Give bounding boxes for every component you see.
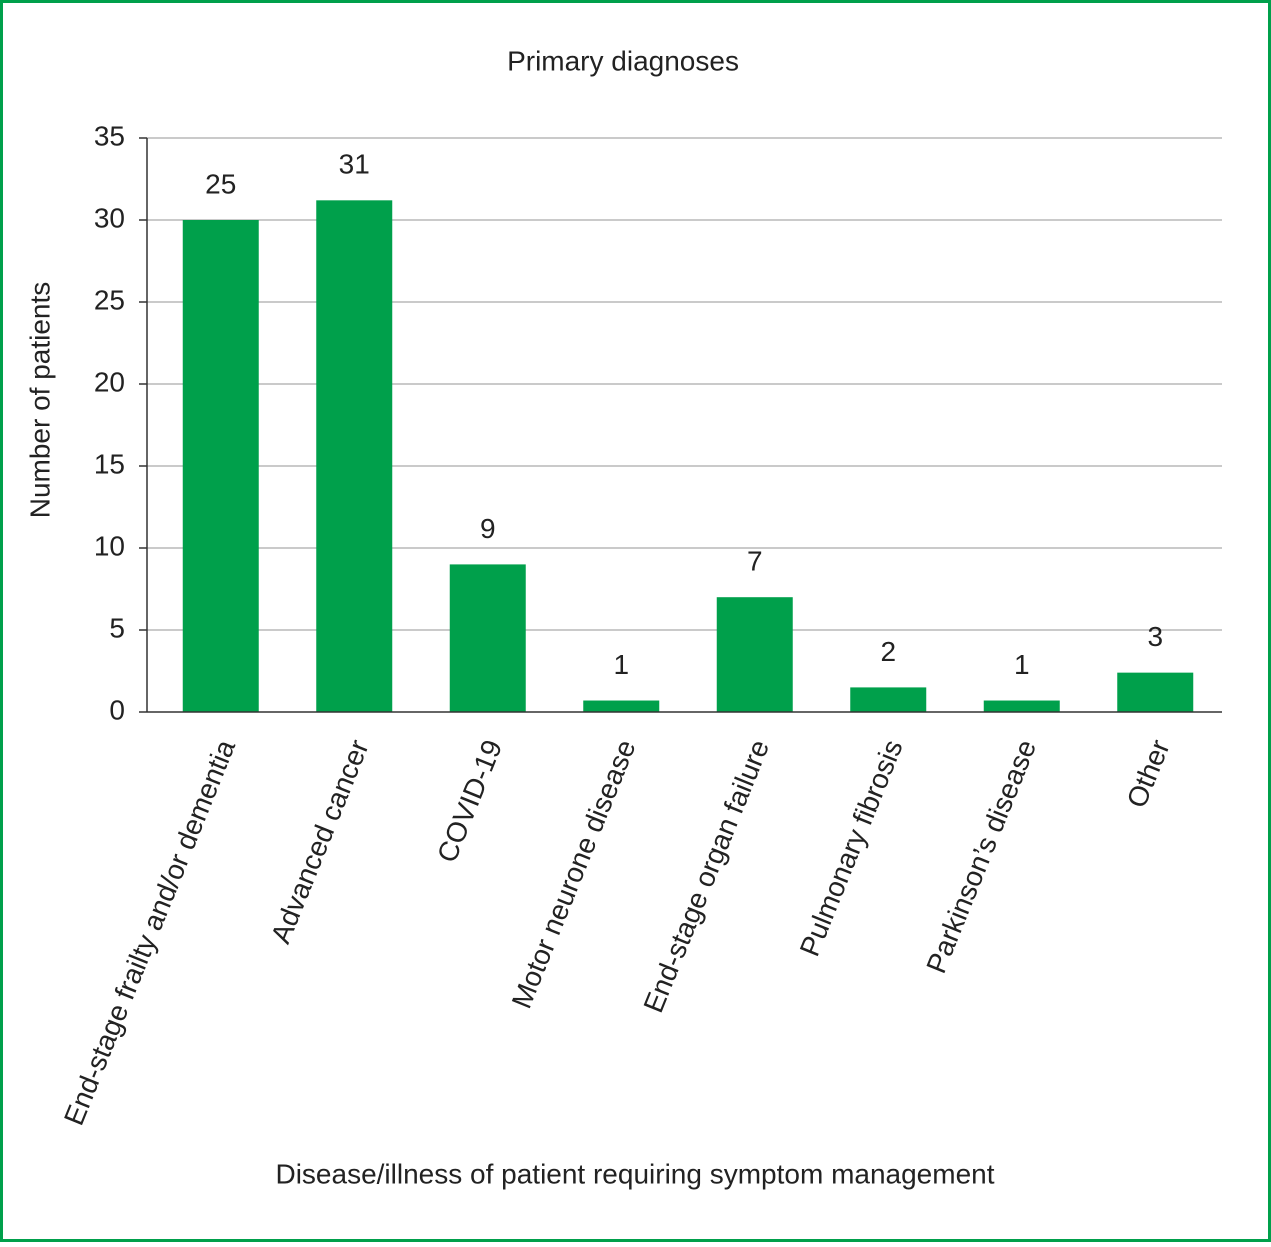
data-label: 25: [205, 168, 236, 199]
data-label: 1: [1014, 649, 1030, 680]
data-label: 31: [339, 149, 370, 180]
bar: [1117, 672, 1194, 712]
bar: [850, 687, 927, 712]
bar: [449, 564, 526, 712]
y-tick-label: 10: [94, 530, 125, 561]
bar: [316, 200, 393, 712]
bar: [583, 700, 660, 712]
bar: [983, 700, 1060, 712]
x-axis-label: Disease/illness of patient requiring sym…: [275, 1158, 994, 1189]
data-label: 3: [1147, 621, 1163, 652]
bar: [716, 597, 793, 712]
y-tick-label: 25: [94, 284, 125, 315]
y-tick-label: 20: [94, 366, 125, 397]
y-tick-label: 0: [109, 694, 125, 725]
data-label: 2: [880, 636, 896, 667]
bar: [182, 220, 259, 712]
data-label: 9: [480, 513, 496, 544]
y-tick-label: 30: [94, 202, 125, 233]
y-tick-label: 15: [94, 448, 125, 479]
chart-title: Primary diagnoses: [507, 45, 739, 76]
y-axis-label: Number of patients: [24, 282, 55, 519]
data-label: 1: [613, 649, 629, 680]
y-tick-label: 5: [109, 612, 125, 643]
y-tick-label: 35: [94, 120, 125, 151]
data-label: 7: [747, 546, 763, 577]
